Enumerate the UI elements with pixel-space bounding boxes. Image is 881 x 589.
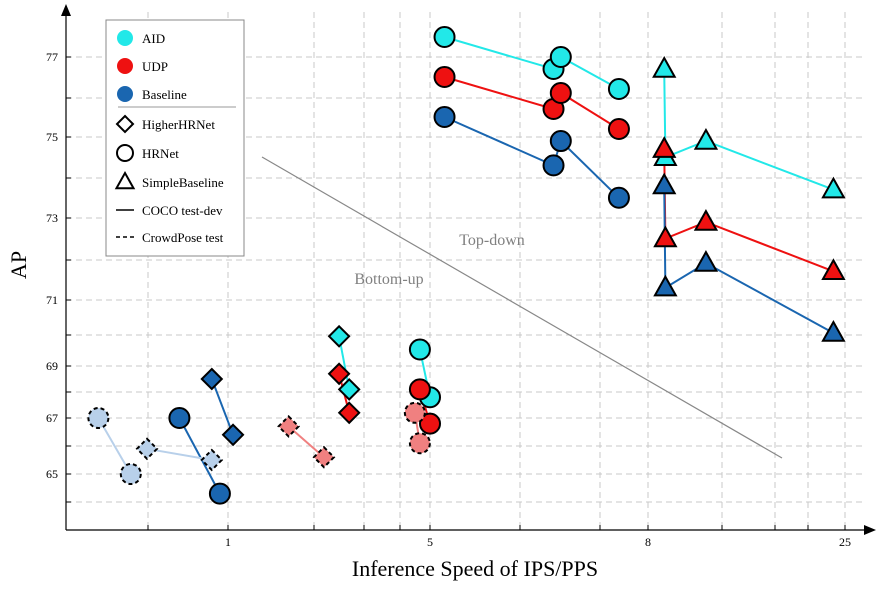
- y-tick-label: 77: [46, 50, 58, 64]
- marker-diamond: [337, 377, 361, 401]
- divider-line: [261, 156, 783, 459]
- marker-triangle: [693, 250, 719, 272]
- y-tick-label: 69: [46, 359, 58, 373]
- marker-triangle: [652, 55, 677, 78]
- marker-diamond: [200, 367, 224, 391]
- series-line: [663, 68, 834, 191]
- marker-diamond: [312, 445, 336, 469]
- marker-triangle: [652, 136, 677, 158]
- x-axis-arrow: [864, 525, 876, 535]
- marker-triangle: [114, 170, 136, 190]
- marker-circle: [433, 106, 456, 128]
- marker-circle: [408, 378, 431, 401]
- x-axis-label: Inference Speed of IPS/PPS: [352, 556, 598, 581]
- marker-triangle: [821, 258, 846, 280]
- legend-label: HigherHRNet: [142, 117, 215, 132]
- x-tick-label: 25: [839, 535, 851, 549]
- marker-circle: [408, 432, 431, 455]
- marker-circle: [542, 154, 565, 177]
- legend-color-swatch: [117, 58, 133, 74]
- marker-circle: [607, 78, 630, 100]
- series-line: [444, 116, 620, 199]
- legend-label: Baseline: [142, 87, 187, 102]
- series-line: [444, 76, 620, 130]
- marker-circle: [419, 412, 441, 435]
- marker-circle: [403, 401, 426, 424]
- series-markers: [87, 26, 846, 505]
- legend: AID UDP Baseline HigherHRNet HRNet SimpleBase…: [105, 19, 245, 257]
- marker-circle: [408, 338, 431, 361]
- y-tick-label: 65: [46, 467, 58, 481]
- marker-triangle: [821, 176, 846, 199]
- marker-circle: [168, 407, 191, 429]
- x-tick-label: 8: [645, 535, 651, 549]
- series-line: [178, 417, 221, 495]
- marker-circle: [549, 82, 572, 104]
- region-label: Bottom-up: [354, 271, 423, 288]
- y-tick-label: 75: [46, 130, 58, 144]
- legend-label: UDP: [142, 59, 168, 74]
- x-tick-label: 5: [427, 535, 433, 549]
- legend-label: SimpleBaseline: [142, 175, 224, 190]
- legend-label: CrowdPose test: [142, 230, 224, 245]
- legend-box: [105, 19, 245, 257]
- region-label: Top-down: [459, 232, 525, 249]
- x-tick-label: 1: [225, 535, 231, 549]
- marker-diamond: [221, 423, 245, 447]
- series-line: [287, 425, 325, 458]
- y-tick-label: 71: [46, 293, 58, 307]
- marker-circle: [607, 118, 630, 140]
- series-line: [146, 447, 212, 461]
- marker-triangle: [652, 172, 677, 195]
- marker-triangle: [693, 209, 719, 231]
- marker-circle: [549, 130, 572, 153]
- y-axis-arrow: [61, 4, 71, 16]
- marker-triangle: [693, 128, 719, 150]
- y-axis-label: AP: [6, 251, 31, 279]
- tick-labels: 1 5 8 25 65 67 69 71 73 75 77: [46, 50, 851, 549]
- marker-circle: [549, 46, 572, 68]
- marker-diamond: [277, 414, 301, 438]
- marker-circle: [87, 407, 110, 429]
- marker-triangle: [653, 225, 678, 248]
- y-tick-label: 67: [46, 411, 58, 425]
- annotations: Bottom-up Top-down: [261, 156, 783, 459]
- axes: [61, 4, 876, 535]
- marker-triangle: [821, 319, 846, 342]
- legend-label: HRNet: [142, 146, 179, 161]
- legend-label: AID: [142, 31, 165, 46]
- marker-circle: [607, 186, 630, 209]
- series-line: [210, 378, 235, 436]
- marker-circle: [116, 144, 134, 162]
- marker-diamond: [337, 401, 361, 425]
- legend-color-swatch: [117, 30, 133, 46]
- marker-diamond: [327, 324, 351, 348]
- marker-diamond: [200, 448, 224, 472]
- marker-diamond: [327, 362, 351, 386]
- legend-color-swatch: [117, 86, 133, 102]
- marker-circle: [433, 66, 456, 88]
- legend-label: COCO test-dev: [142, 203, 223, 218]
- marker-circle: [119, 463, 142, 485]
- marker-triangle: [653, 274, 678, 297]
- series-line: [444, 36, 620, 90]
- marker-diamond: [115, 114, 135, 134]
- marker-circle: [208, 482, 231, 505]
- marker-diamond: [135, 437, 159, 461]
- marker-circle: [433, 26, 456, 48]
- y-tick-label: 73: [46, 211, 58, 225]
